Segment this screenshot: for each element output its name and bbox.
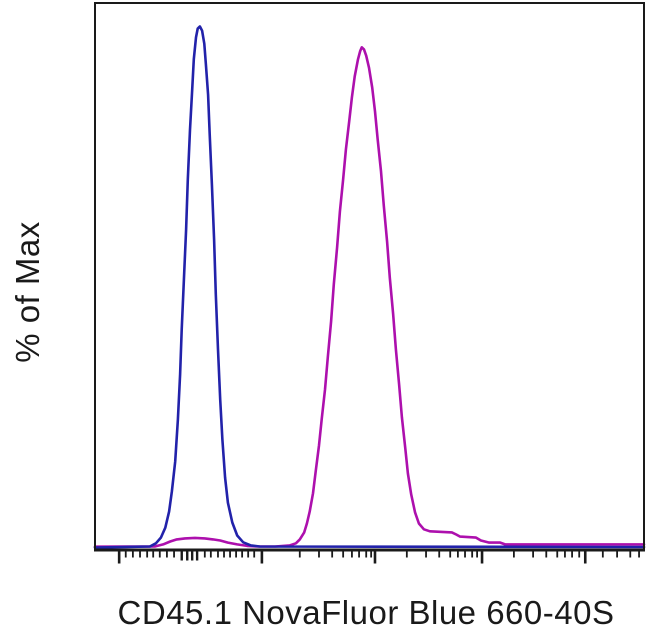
- x-axis-ticks: [117, 551, 640, 564]
- histogram-curves: [93, 25, 646, 549]
- y-axis-label: % of Max: [9, 221, 46, 363]
- x-axis-label: CD45.1 NovaFluor Blue 660-40S: [117, 594, 615, 631]
- magenta-histogram-curve: [93, 46, 646, 548]
- plot-border: [94, 2, 645, 551]
- blue-histogram-curve: [93, 25, 646, 549]
- plot-frame: [94, 2, 645, 552]
